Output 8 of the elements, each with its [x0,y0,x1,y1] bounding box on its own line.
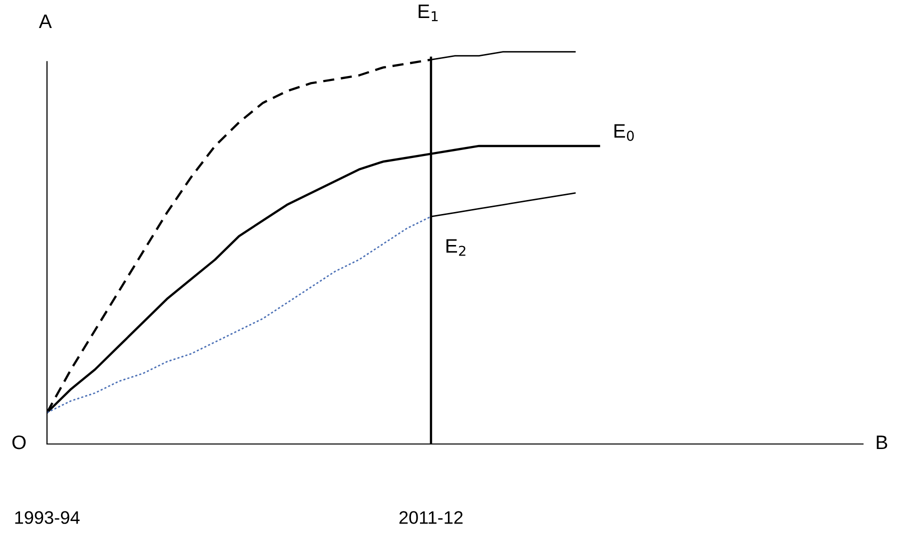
y-axis-title: A [38,14,52,28]
text: O [12,435,26,450]
series-label: E$_{0}$ [614,124,634,141]
x-tick-label: 1993-94 [15,511,80,524]
series-label: E$_{2}$ [446,239,466,256]
x-tick-label: 2011-12 [399,511,463,524]
text: E$_{1}$ [418,4,438,22]
x-axis-title: B [876,436,888,450]
